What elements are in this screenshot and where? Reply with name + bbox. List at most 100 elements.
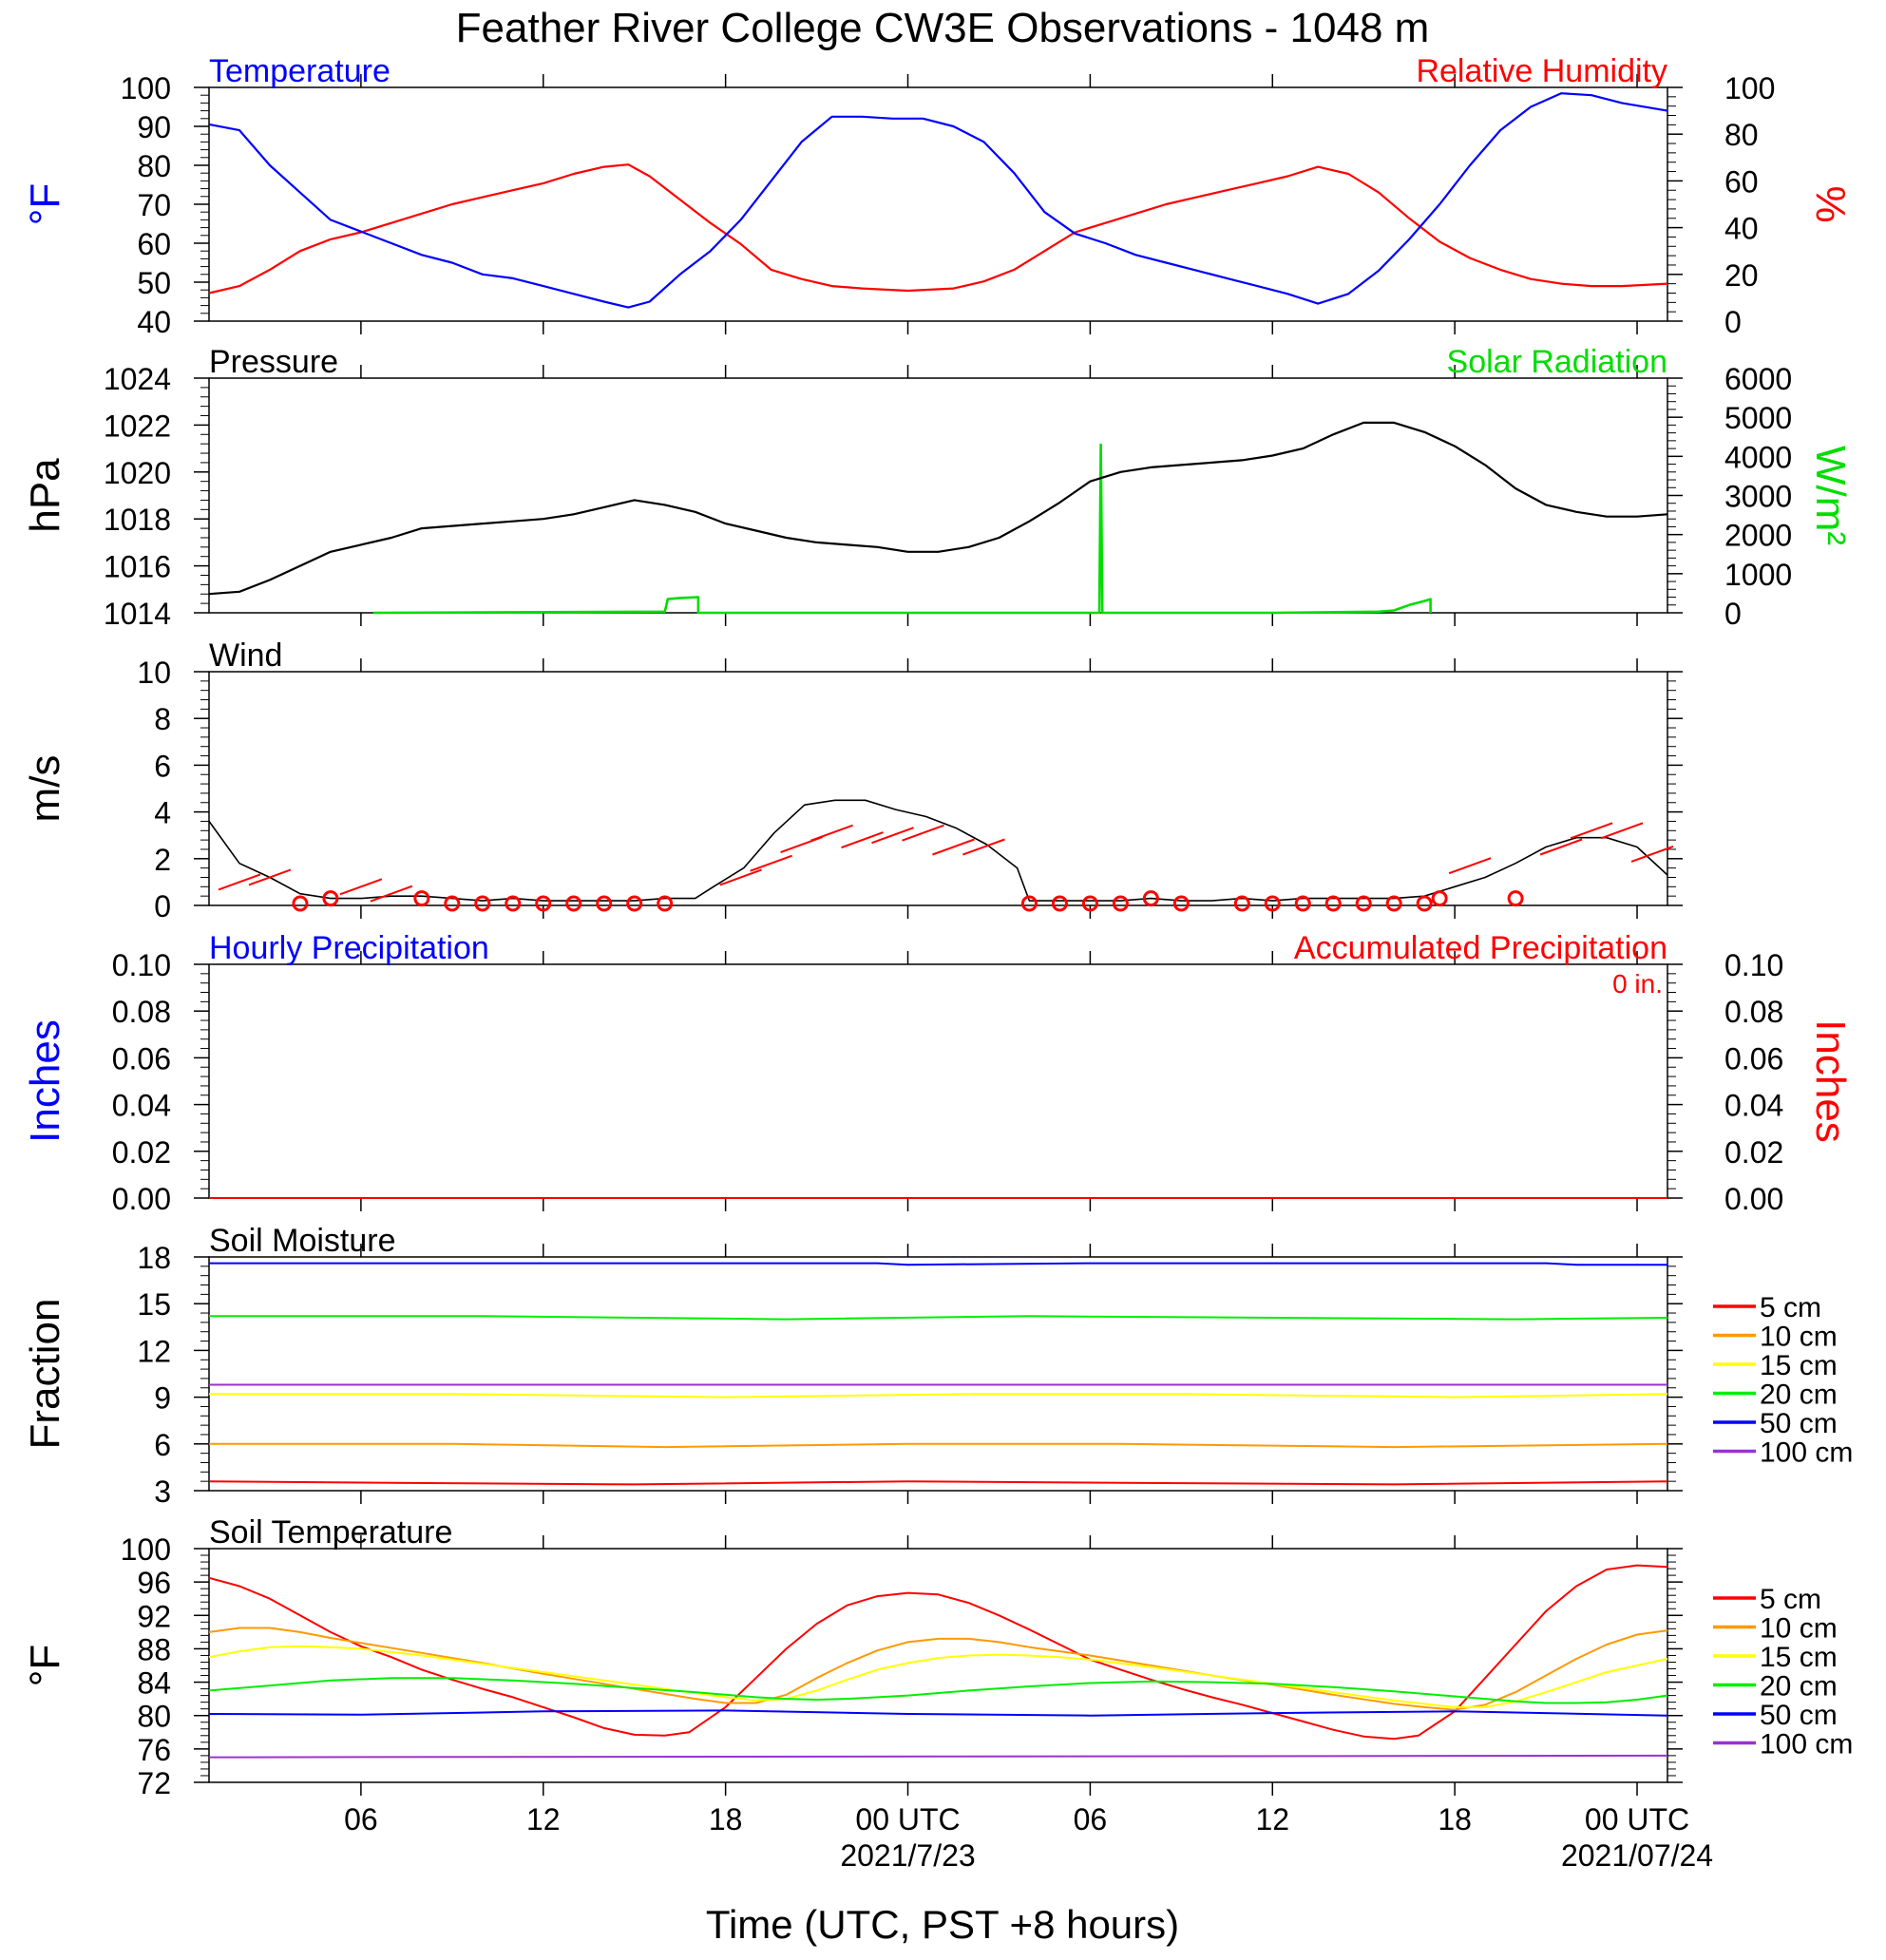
y-tick-label: 96 [137,1566,171,1600]
y-tick-label: 3000 [1724,480,1792,514]
panel-frame [208,963,1668,1199]
y-tick-label: 2000 [1724,519,1792,553]
y-tick-label: 4 [154,796,171,830]
soil-temperature-line-3 [208,1645,1668,1708]
panel-title: Temperature [209,53,391,89]
calm-wind-circle [1081,895,1098,912]
y-tick-label: 60 [1724,164,1759,199]
wind-barb [962,838,1005,856]
y-axis-unit: m/s [22,755,68,823]
y-axis-unit: W/m² [1807,446,1854,545]
calm-wind-circle [1020,895,1038,912]
legend-label: 20 cm [1760,1380,1838,1411]
humidity-line [208,163,1668,295]
legend-label: 5 cm [1760,1584,1821,1615]
x-tick-label: 12 [526,1802,561,1836]
y-tick-label: 1016 [104,550,171,584]
soil-moisture-line-2 [209,1442,1668,1449]
y-tick-label: 50 [137,266,171,300]
y-tick-label: 6 [154,1428,171,1462]
y-tick-label: 80 [137,149,171,183]
y-tick-label: 1022 [104,409,171,443]
legend-label: 10 cm [1760,1613,1838,1645]
calm-wind-circle [1324,895,1342,912]
y-tick-label: 0.08 [112,995,171,1029]
calm-wind-circle [444,895,461,912]
wind-barb [841,831,884,849]
panel-title: Soil Temperature [209,1514,452,1551]
y-tick-label: 0.08 [1724,995,1783,1029]
panel-title: Wind [209,637,282,674]
legend-label: 5 cm [1760,1292,1821,1323]
legend-label: 10 cm [1760,1322,1838,1353]
calm-wind-circle [535,895,552,912]
legend-label: 15 cm [1760,1642,1838,1673]
y-tick-label: 84 [137,1666,171,1701]
y-tick-label: 0.04 [112,1089,171,1123]
y-tick-label: 6000 [1724,362,1792,396]
legend-label: 100 cm [1760,1729,1853,1760]
panel-title: Relative Humidity [1416,53,1667,89]
wind-barb [750,854,792,872]
calm-wind-circle [1431,890,1448,907]
y-tick-label: 100 [1724,71,1775,105]
y-tick-label: 0.10 [112,948,171,982]
x-tick-label: 00 UTC [855,1802,960,1836]
panel-title: Pressure [209,344,338,380]
soil-temperature-line-6 [208,1754,1668,1759]
calm-wind-circle [565,895,582,912]
calm-wind-circle [1355,895,1372,912]
y-axis-unit: % [1807,185,1854,222]
y-tick-label: 0.04 [1724,1089,1783,1123]
calm-wind-circle [1142,890,1159,907]
y-tick-label: 20 [1724,258,1759,293]
wind-barb [218,873,261,891]
wind-barb [871,827,914,845]
legend-label: 20 cm [1760,1671,1838,1703]
calm-wind-circle [1507,890,1524,907]
calm-wind-circle [1233,895,1250,912]
wind-barb [810,824,853,842]
y-tick-label: 0.02 [112,1135,171,1170]
y-tick-label: 1024 [104,362,171,396]
y-tick-label: 0.00 [112,1182,171,1216]
y-tick-label: 6 [154,749,171,783]
y-tick-label: 2 [154,843,171,877]
y-tick-label: 72 [137,1766,171,1800]
soil-temperature-line-1 [208,1564,1668,1741]
y-tick-label: 8 [154,702,171,736]
wind-barb [339,878,383,896]
x-tick-date: 2021/07/24 [1561,1838,1713,1873]
wind-barb [719,868,762,886]
y-tick-label: 0.00 [1724,1182,1783,1216]
x-tick-label: 12 [1255,1802,1289,1836]
calm-wind-circle [1294,895,1311,912]
y-tick-label: 0 [1724,597,1742,631]
y-axis-unit: Fraction [22,1299,68,1450]
calm-wind-circle [1416,895,1433,912]
calm-wind-circle [1172,895,1190,912]
panel-temp: 40 50 60 70 80 90 100 0 20 40 60 80 100 Temperature Re… [22,53,1854,339]
calm-wind-circle [474,895,491,912]
wind-barb [1539,838,1583,856]
x-tick-label: 18 [1438,1802,1472,1836]
panel-title: Soil Moisture [209,1223,396,1259]
legend-label: 100 cm [1760,1437,1853,1469]
legend-label: 50 cm [1760,1700,1838,1731]
y-axis-unit: Inches [1807,1019,1854,1143]
calm-wind-circle [1051,895,1068,912]
pressure-line [208,421,1668,596]
x-axis-label: Time (UTC, PST +8 hours) [706,1902,1179,1947]
calm-wind-circle [626,895,643,912]
calm-wind-circle [413,890,430,907]
y-tick-label: 0.06 [1724,1041,1783,1075]
y-axis-unit: hPa [22,458,68,533]
y-tick-label: 5000 [1724,401,1792,435]
wind-barb [1600,822,1644,840]
y-tick-label: 1000 [1724,558,1792,592]
panel-frame [208,1548,1668,1783]
calm-wind-circle [657,895,674,912]
y-tick-label: 88 [137,1632,171,1666]
